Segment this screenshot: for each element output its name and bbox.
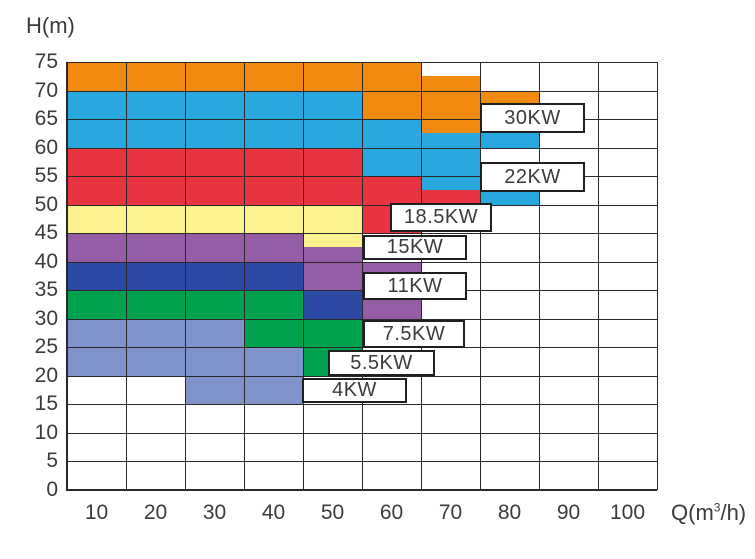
region-rect-18_5kw [421,190,480,205]
grid-line-horizontal [66,119,657,121]
grid-line-vertical [126,62,127,490]
grid-line-horizontal [66,375,657,377]
region-rect-7_5kw [303,290,362,319]
region-rect-11kw [303,247,362,262]
y-tick-label: 15 [34,392,58,416]
x-tick-label: 10 [84,501,109,524]
grid-line-horizontal [66,261,657,263]
x-axis-title-sup: 3 [713,500,721,515]
region-rect-4kw [67,318,244,348]
grid-line-horizontal [66,204,657,206]
grid-line-horizontal [66,347,657,349]
region-rect-15kw [303,233,362,248]
grid-line-vertical [362,62,363,490]
x-tick-label: 50 [320,501,345,524]
x-tick-label: 20 [143,501,168,524]
power-label-22kw: 22KW [480,162,585,192]
x-tick-label: 70 [438,501,463,524]
x-tick-label: 90 [556,501,581,524]
region-rect-22kw [421,176,480,191]
y-axis-title: H(m) [26,13,75,38]
region-rect-22kw [480,190,539,205]
power-label-18_5kw: 18.5KW [390,203,492,232]
grid-line-vertical [66,62,68,490]
grid-line-horizontal [66,233,657,235]
region-rect-18_5kw [67,147,362,177]
region-rect-22kw [67,90,362,120]
y-tick-label: 0 [46,478,58,501]
grid-line-vertical [598,62,599,490]
power-label-30kw: 30KW [480,103,585,133]
y-tick-label: 30 [34,306,58,330]
x-tick-label: 80 [497,501,522,524]
y-tick-label: 10 [34,420,58,444]
grid-line-horizontal [66,461,657,463]
y-tick-label: 20 [34,363,58,387]
grid-line-vertical [303,62,304,490]
grid-line-horizontal [66,290,657,292]
region-rect-11kw [303,261,362,291]
y-tick-label: 60 [34,135,58,159]
power-label-15kw: 15KW [363,235,467,260]
y-tick-label: 65 [34,107,58,131]
region-rect-30kw [362,90,421,120]
y-tick-label: 55 [34,164,58,188]
y-tick-label: 40 [34,249,58,273]
grid-line-vertical [244,62,245,490]
x-axis-title-end: /h) [720,500,747,525]
grid-line-vertical [657,62,658,490]
grid-line-vertical [539,62,540,490]
y-tick-label: 70 [34,78,58,102]
grid-line-vertical [480,62,481,490]
grid-line-horizontal [66,432,657,434]
y-tick-label: 75 [34,50,58,73]
grid-line-horizontal [66,489,657,491]
y-tick-label: 35 [34,278,58,302]
region-rect-30kw [421,76,480,134]
x-axis-title-main: Q(m [671,500,714,525]
x-axis-title: Q(m3/h) [671,501,746,525]
power-label-11kw: 11KW [363,272,467,300]
grid-line-horizontal [66,147,657,149]
y-tick-label: 50 [34,192,58,216]
power-label-4kw: 4KW [302,378,407,403]
grid-line-horizontal [66,90,657,92]
x-tick-label: 40 [261,501,286,524]
power-label-7_5kw: 7.5KW [363,320,465,348]
grid-line-horizontal [66,176,657,178]
region-rect-15kw [67,204,362,234]
power-label-5_5kw: 5.5KW [328,350,435,376]
grid-line-horizontal [66,404,657,406]
x-tick-label: 60 [379,501,404,524]
x-tick-label: 30 [202,501,227,524]
grid-line-horizontal [66,62,657,63]
grid-line-horizontal [66,318,657,320]
grid-line-vertical [185,62,186,490]
x-tick-label: 100 [609,501,646,524]
y-tick-label: 25 [34,335,58,359]
y-tick-label: 5 [46,449,58,473]
y-tick-label: 45 [34,221,58,245]
